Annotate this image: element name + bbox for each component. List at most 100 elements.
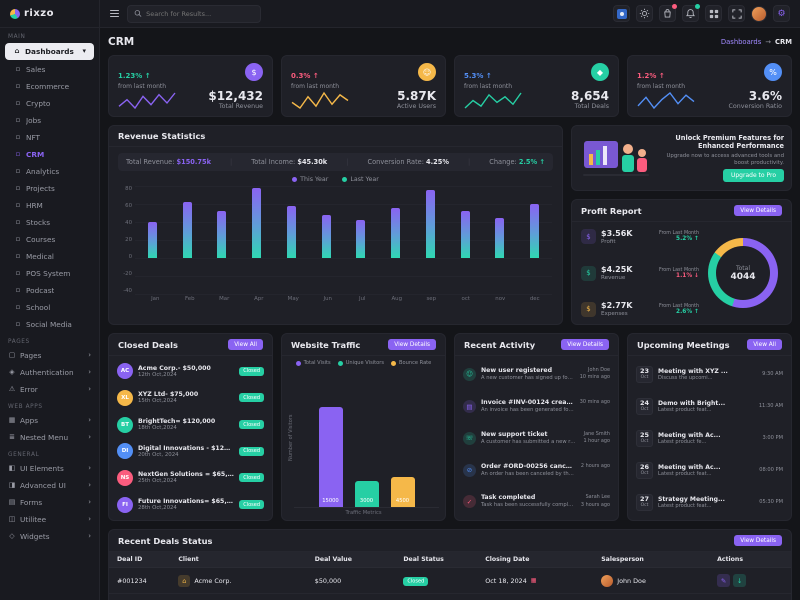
closed-deal-item[interactable]: AC Acme Corp.- $50,000 12th Oct,2024 Closed	[117, 363, 264, 380]
x-tick-label: sep	[426, 296, 437, 302]
traffic-bar-total-visits: 15000	[318, 407, 343, 507]
legend-dot	[391, 360, 397, 366]
sidebar-item-social-media[interactable]: ▫ Social Media	[0, 316, 99, 333]
column-header-closing-date: Closing Date	[477, 552, 594, 568]
sidebar-item-error[interactable]: ⚠ Error ›	[0, 381, 99, 398]
meeting-item[interactable]: 27 Oct Strategy Meeting... Latest product f…	[636, 493, 783, 511]
sidebar-item-utilitee[interactable]: ◫ Utilitee ›	[0, 511, 99, 528]
authentication-icon: ◈	[9, 368, 15, 376]
revenue-bar-mar	[217, 211, 227, 258]
meeting-subtitle: Latest product fe...	[658, 438, 707, 445]
deal-date: 12th Oct,2024	[138, 371, 177, 378]
traffic-legend: Total Visits Unique Visitors Bounce Rate	[288, 360, 439, 366]
deals-view-details-button[interactable]: View Details	[734, 535, 782, 546]
revenue-x-axis: Jan Feb Mar Apr May Jun Jul Aug sep oct nov dec	[138, 296, 552, 302]
stat-label: Conversion Ratio	[728, 103, 782, 111]
sidebar-item-podcast[interactable]: ▫ Podcast	[0, 282, 99, 299]
sidebar-item-school[interactable]: ▫ School	[0, 299, 99, 316]
profit-view-details-button[interactable]: View Details	[734, 205, 782, 216]
meeting-item[interactable]: 23 Oct Meeting with XYZ ... Discuss the upc…	[636, 365, 783, 383]
sidebar-item-dashboards[interactable]: ⌂ Dashboards ▾	[5, 43, 94, 60]
breadcrumb-dashboards[interactable]: Dashboards	[720, 38, 762, 46]
legend-label: Unique Visitors	[345, 360, 385, 366]
profit-label: Expenses	[601, 311, 628, 317]
upgrade-to-pro-button[interactable]: Upgrade to Pro	[722, 169, 784, 183]
meetings-view-all-button[interactable]: View All	[747, 339, 782, 350]
activity-view-details-button[interactable]: View Details	[561, 339, 609, 350]
sidebar-item-forms[interactable]: ▤ Forms ›	[0, 494, 99, 511]
sidebar-item-sales[interactable]: ▫ Sales	[0, 61, 99, 78]
sidebar-item-widgets[interactable]: ◇ Widgets ›	[0, 528, 99, 545]
sidebar-item-courses[interactable]: ▫ Courses	[0, 231, 99, 248]
revenue-bar-sep	[425, 189, 435, 258]
theme-toggle-button[interactable]	[636, 5, 653, 22]
notifications-button[interactable]	[682, 4, 700, 22]
closed-deal-item[interactable]: XL XYZ Ltd- $75,000 15th Oct,2024 Closed	[117, 389, 264, 406]
meeting-title: Meeting with Ac...	[658, 463, 721, 471]
closed-deal-item[interactable]: NS NextGen Solutions = $65,000 25th Oct,20…	[117, 469, 264, 486]
salesperson-name: John Doe	[617, 576, 646, 585]
salesperson-avatar	[601, 574, 614, 587]
meeting-item[interactable]: 26 Oct Meeting with Ac... Latest product fe…	[636, 461, 783, 479]
gridline	[135, 294, 552, 295]
sidebar-item-analytics[interactable]: ▫ Analytics	[0, 163, 99, 180]
closed-deals-view-all-button[interactable]: View All	[228, 339, 263, 350]
sidebar-item-advanced-ui[interactable]: ◨ Advanced UI ›	[0, 477, 99, 494]
closed-deal-item[interactable]: DI Digital Innovations - $120,000 20th Oct…	[117, 443, 264, 460]
website-traffic-title: Website Traffic	[291, 339, 361, 350]
activity-title: Invoice #INV-00124 created	[481, 399, 575, 407]
activity-item[interactable]: ▤ Invoice #INV-00124 created An invoice ha…	[463, 399, 610, 414]
stat-card-conversion-ratio: 1.2% ↑ from last month% 3.6% Conversion Rat…	[627, 55, 792, 117]
sidebar-item-label: Projects	[26, 184, 55, 193]
gridline	[135, 186, 552, 187]
search-box[interactable]	[127, 4, 261, 23]
sidebar-item-nft[interactable]: ▫ NFT	[0, 129, 99, 146]
menu-toggle-icon[interactable]	[110, 9, 119, 18]
apps-grid-button[interactable]	[705, 5, 722, 22]
language-flag-button[interactable]	[613, 5, 630, 22]
traffic-view-details-button[interactable]: View Details	[388, 339, 436, 350]
sidebar-item-authentication[interactable]: ◈ Authentication ›	[0, 364, 99, 381]
meeting-day: 26	[639, 463, 650, 472]
sidebar-item-crm[interactable]: ▫ CRM	[0, 146, 99, 163]
sidebar-item-label: Apps	[20, 416, 39, 425]
sidebar-item-ui-elements[interactable]: ◧ UI Elements ›	[0, 460, 99, 477]
logo[interactable]: rixzo	[0, 0, 99, 28]
activity-item[interactable]: ⊘ Order #ORD-00256 canceled An order has b…	[463, 463, 610, 477]
edit-action-button[interactable]: ✎	[717, 574, 731, 587]
y-tick-label: 20	[125, 237, 132, 243]
sidebar-item-pages[interactable]: ▢ Pages ›	[0, 347, 99, 364]
sidebar-item-medical[interactable]: ▫ Medical	[0, 248, 99, 265]
activity-item[interactable]: ☏ New support ticket A customer has submit…	[463, 431, 610, 446]
closed-deal-item[interactable]: FI Future Innovations= $65,000 28th Oct,20…	[117, 496, 264, 513]
y-tick-label: 0	[128, 254, 132, 260]
fullscreen-button[interactable]	[728, 5, 745, 22]
user-avatar[interactable]	[751, 5, 767, 22]
sidebar-item-ecommerce[interactable]: ▫ Ecommerce	[0, 78, 99, 95]
activity-item[interactable]: ☺ New user registered A new customer has s…	[463, 367, 610, 382]
activity-time: 3 hours ago	[580, 501, 610, 508]
stat-value: 5.87K	[397, 89, 436, 103]
deal-status-badge: Closed	[239, 420, 264, 430]
sidebar-item-pos-system[interactable]: ▫ POS System	[0, 265, 99, 282]
cart-button[interactable]	[659, 4, 677, 22]
meeting-item[interactable]: 24 Oct Demo with Bright... Latest product f…	[636, 397, 783, 415]
deal-name: Digital Innovations - $120,000	[138, 444, 235, 452]
search-input[interactable]	[146, 9, 254, 18]
sidebar-item-crypto[interactable]: ▫ Crypto	[0, 95, 99, 112]
closed-deal-item[interactable]: BT BrightTech= $120,000 18th Oct,2024 Close…	[117, 416, 264, 433]
sidebar-item-apps[interactable]: ▦ Apps ›	[0, 412, 99, 429]
sidebar-item-projects[interactable]: ▫ Projects	[0, 180, 99, 197]
sidebar-item-nested-menu[interactable]: ≣ Nested Menu ›	[0, 429, 99, 446]
notifications-badge	[695, 4, 700, 9]
legend-item-last-year: Last Year	[342, 176, 379, 183]
activity-item[interactable]: ✓ Task completed Task has been successfull…	[463, 494, 610, 509]
settings-button[interactable]: ⚙	[773, 5, 790, 22]
meeting-time: 9:30 AM	[762, 371, 783, 377]
sidebar-item-jobs[interactable]: ▫ Jobs	[0, 112, 99, 129]
sidebar-item-stocks[interactable]: ▫ Stocks	[0, 214, 99, 231]
sidebar-item-hrm[interactable]: ▫ HRM	[0, 197, 99, 214]
meeting-item[interactable]: 25 Oct Meeting with Ac... Latest product fe…	[636, 429, 783, 447]
profit-donut-center: Total 4044	[716, 246, 770, 300]
download-action-button[interactable]: ↓	[733, 574, 747, 587]
